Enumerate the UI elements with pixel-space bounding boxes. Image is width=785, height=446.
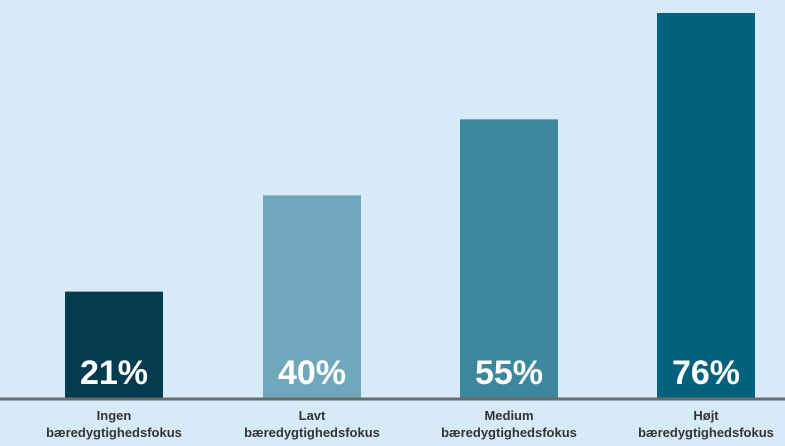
category-label-subline: bæredygtighedsfokus — [638, 425, 774, 440]
category-label-subline: bæredygtighedsfokus — [441, 425, 577, 440]
category-label: Lavt — [299, 408, 326, 423]
bar-value-label: 55% — [475, 354, 543, 392]
category-label: Medium — [484, 408, 533, 423]
bar — [657, 13, 755, 398]
bar — [263, 195, 361, 398]
bar-value-label: 21% — [80, 354, 148, 392]
bar-value-label: 40% — [278, 354, 346, 392]
category-label-subline: bæredygtighedsfokus — [244, 425, 380, 440]
bar — [460, 119, 558, 398]
bar-value-label: 76% — [672, 354, 740, 392]
bar — [65, 291, 163, 398]
bars-group: 21% 40% 55% 76% — [65, 13, 755, 398]
category-label-subline: bæredygtighedsfokus — [46, 425, 182, 440]
category-labels-group: Ingen bæredygtighedsfokus Lavt bæredygtighe… — [46, 408, 774, 440]
category-label: Højt — [693, 408, 719, 423]
category-label: Ingen — [97, 408, 132, 423]
